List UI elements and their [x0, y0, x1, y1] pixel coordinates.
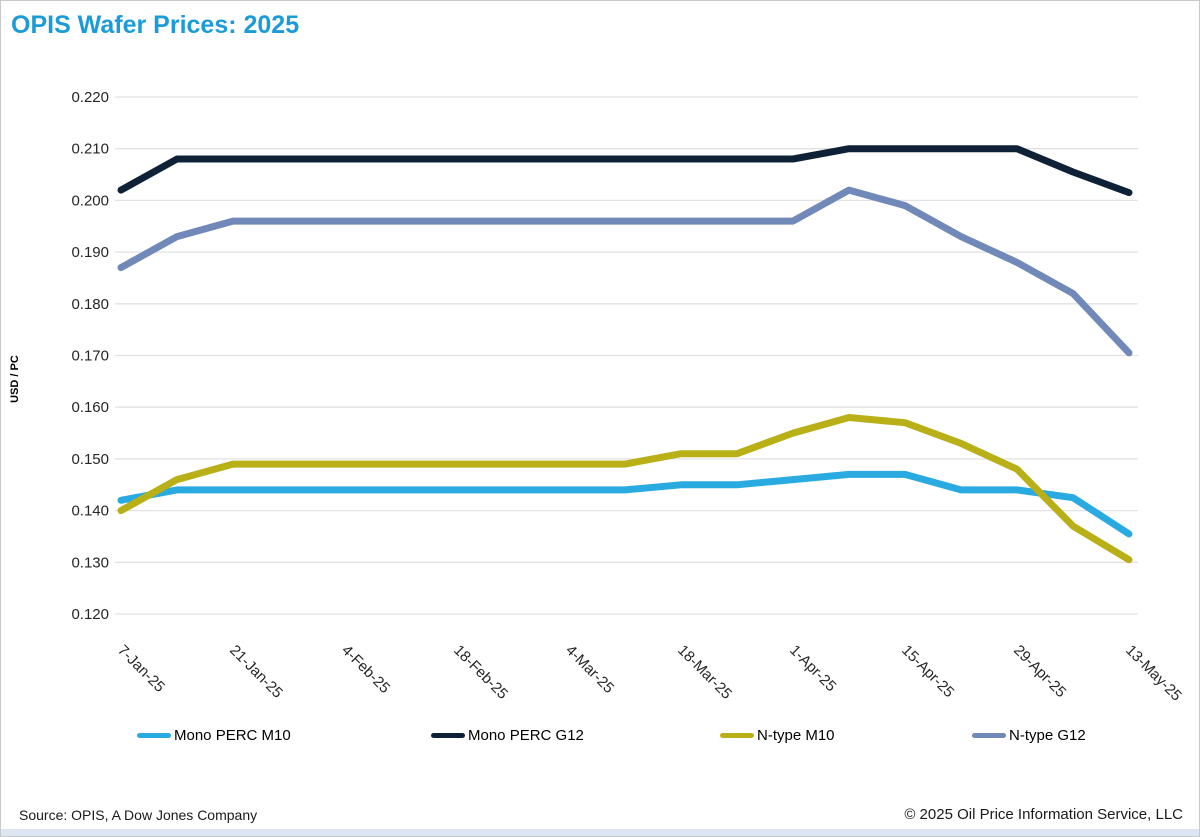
- y-tick-label: 0.210: [71, 141, 109, 158]
- x-tick-label: 21-Jan-25: [226, 642, 286, 702]
- series-line-n-type-g12: [117, 186, 1133, 357]
- y-axis-title: USD / PC: [9, 355, 21, 403]
- bottom-accent-bar: [1, 829, 1199, 836]
- legend-label: Mono PERC G12: [468, 727, 584, 744]
- series-line-n-type-m10: [117, 414, 1133, 564]
- series-line-mono-perc-m10: [117, 470, 1133, 538]
- legend-swatch-mono-perc-m10-icon: [137, 733, 171, 738]
- copyright-notice: © 2025 Oil Price Information Service, LL…: [904, 806, 1183, 823]
- legend-item-mono-perc-g12: Mono PERC G12: [431, 727, 584, 744]
- price-chart: 0.120 0.130 0.140 0.150 0.160 0.170 0.180 0.190…: [9, 89, 1185, 705]
- source-attribution: Source: OPIS, A Dow Jones Company: [19, 807, 258, 823]
- x-tick-label: 4-Mar-25: [562, 642, 617, 697]
- x-tick-label: 7-Jan-25: [114, 642, 168, 696]
- legend-label: N-type M10: [757, 727, 835, 744]
- x-tick-label: 1-Apr-25: [786, 642, 839, 695]
- x-tick-label: 4-Feb-25: [338, 642, 393, 697]
- y-tick-label: 0.220: [71, 89, 109, 106]
- y-tick-label: 0.150: [71, 451, 109, 468]
- x-tick-label: 15-Apr-25: [898, 642, 957, 701]
- legend-swatch-n-type-m10-icon: [720, 733, 754, 738]
- legend-swatch-mono-perc-g12-icon: [431, 733, 465, 738]
- legend-item-n-type-m10: N-type M10: [720, 727, 835, 744]
- y-tick-label: 0.120: [71, 606, 109, 623]
- legend-item-n-type-g12: N-type G12: [972, 727, 1086, 744]
- y-tick-label: 0.130: [71, 554, 109, 571]
- x-tick-label: 13-May-25: [1122, 642, 1185, 705]
- y-tick-label: 0.170: [71, 348, 109, 365]
- legend-label: N-type G12: [1009, 727, 1086, 744]
- y-tick-label: 0.140: [71, 503, 109, 520]
- y-tick-label: 0.200: [71, 192, 109, 209]
- page-title: OPIS Wafer Prices: 2025: [11, 11, 300, 39]
- series-line-mono-perc-g12: [117, 145, 1133, 197]
- legend-label: Mono PERC M10: [174, 727, 291, 744]
- y-tick-label: 0.190: [71, 244, 109, 261]
- legend-swatch-n-type-g12-icon: [972, 733, 1006, 738]
- y-tick-label: 0.160: [71, 399, 109, 416]
- x-tick-label: 18-Mar-25: [674, 642, 735, 703]
- x-tick-label: 29-Apr-25: [1010, 642, 1069, 701]
- x-tick-label: 18-Feb-25: [450, 642, 511, 703]
- y-tick-label: 0.180: [71, 296, 109, 313]
- legend-item-mono-perc-m10: Mono PERC M10: [137, 727, 291, 744]
